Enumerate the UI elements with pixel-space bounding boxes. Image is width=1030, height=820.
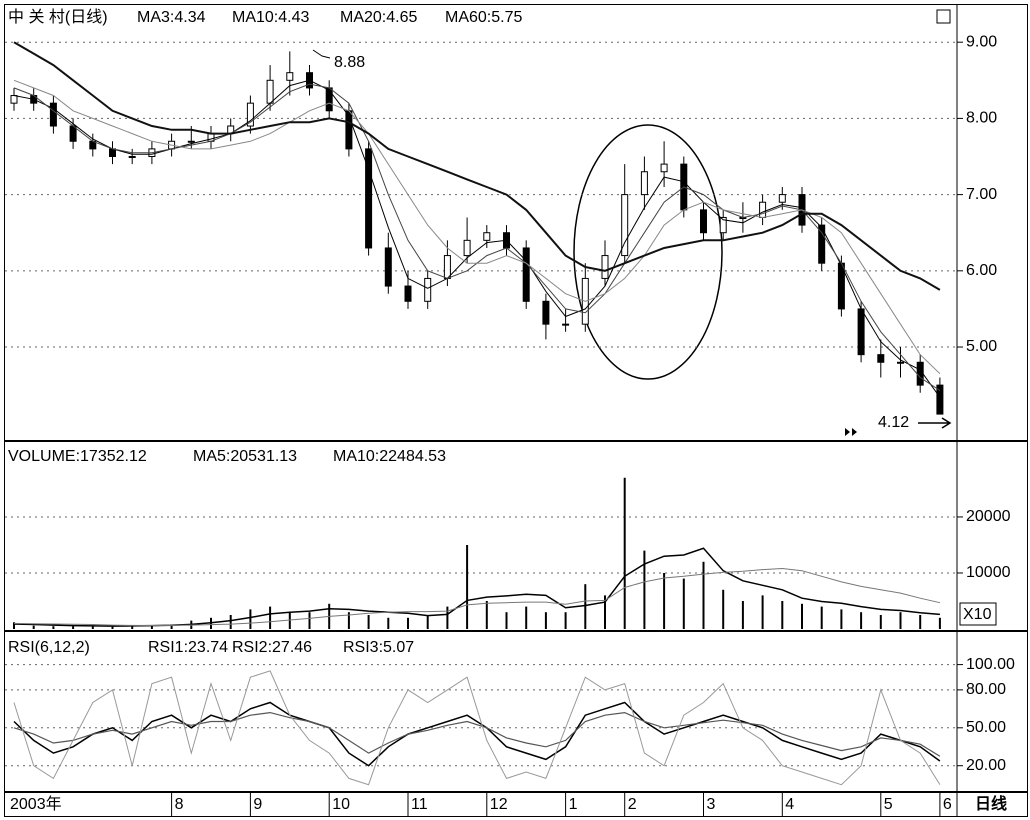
frame	[4, 4, 1028, 817]
candle-body	[69, 125, 77, 142]
last-label: 4.12	[878, 414, 909, 431]
legend-entry: MA10:22484.53	[333, 448, 446, 465]
candle-body	[384, 247, 392, 287]
panel-title: RSI(6,12,2)	[8, 639, 90, 656]
max-label: 8.88	[334, 54, 365, 71]
candle-body	[897, 361, 904, 364]
x-tick-label: 3	[707, 796, 716, 813]
candle-body	[463, 239, 471, 257]
candle-body	[818, 224, 826, 264]
y-tick-label: 100.00	[966, 656, 1015, 673]
candle-body	[660, 163, 668, 173]
legend-entry: MA10:4.43	[232, 9, 309, 26]
legend-entry: MA3:4.34	[137, 9, 206, 26]
candle-body	[325, 87, 333, 112]
legend-entry: RSI2:27.46	[232, 639, 312, 656]
candle-body	[404, 285, 412, 302]
legend-entry: RSI1:23.74	[148, 639, 228, 656]
candle-body	[857, 308, 865, 356]
legend-entry: MA20:4.65	[340, 9, 417, 26]
x-tick-label: 1	[569, 796, 578, 813]
candle-body	[187, 140, 195, 143]
x-tick-label: 11	[411, 796, 428, 813]
y-tick-label: 9.00	[966, 33, 997, 50]
candle-body	[128, 156, 136, 159]
legend-entry: MA60:5.75	[445, 9, 522, 26]
candle-body	[601, 255, 609, 279]
candle-body	[10, 95, 18, 104]
legend-entry: MA5:20531.13	[193, 448, 297, 465]
candle-body	[424, 277, 432, 302]
series-line	[13, 567, 941, 627]
candle-body	[286, 72, 294, 81]
candle-body	[109, 148, 116, 158]
candle-body	[562, 323, 570, 326]
series-line	[13, 701, 941, 767]
y-tick-label: 10000	[966, 564, 1011, 581]
y-tick-label: 8.00	[966, 110, 997, 127]
candle-body	[542, 300, 550, 325]
x-tick-label: 12	[490, 796, 508, 813]
series-line	[13, 79, 941, 375]
x-tick-label: 6	[943, 796, 952, 813]
panel-title: VOLUME:17352.12	[8, 448, 147, 465]
x-tick-label: 8	[175, 796, 184, 813]
x-tick-label: 4	[785, 796, 794, 813]
series-line	[13, 670, 941, 786]
candle-body	[443, 255, 451, 279]
x-tick-label: 2003年	[10, 795, 62, 813]
candle-body	[877, 354, 885, 363]
y-tick-label: 80.00	[966, 681, 1006, 698]
y-tick-label: 20.00	[966, 757, 1006, 774]
scroll-icon[interactable]	[845, 428, 857, 436]
series-line	[13, 41, 941, 291]
candle-body	[700, 209, 707, 234]
candle-body	[365, 148, 373, 249]
y-tick-label: 5.00	[966, 338, 997, 355]
candle-body	[719, 216, 727, 234]
candle-body	[49, 102, 57, 127]
max-pointer	[312, 49, 331, 59]
y-tick-label: 7.00	[966, 186, 997, 203]
unit-box	[959, 602, 997, 626]
period-label: 日线	[975, 794, 1007, 813]
highlight-ellipse	[573, 124, 723, 380]
panel-title: 中 关 村(日线)	[8, 8, 108, 26]
unit-label: X10	[963, 606, 992, 623]
x-tick-label: 10	[332, 796, 350, 813]
candle-body	[778, 194, 786, 203]
candle-body	[522, 247, 530, 302]
x-tick-label: 5	[884, 796, 893, 813]
candle-body	[640, 171, 648, 196]
last-arrow	[918, 417, 952, 429]
candle-body	[246, 102, 254, 127]
candle-body	[621, 194, 629, 257]
x-tick-label: 2	[628, 796, 637, 813]
candle-body	[916, 361, 924, 386]
y-tick-label: 6.00	[966, 262, 997, 279]
candle-body	[936, 384, 944, 415]
y-tick-label: 20000	[966, 508, 1011, 525]
candle-body	[759, 201, 767, 218]
window-icon[interactable]	[936, 9, 951, 24]
x-tick-label: 9	[253, 796, 262, 813]
legend-entry: RSI3:5.07	[343, 639, 414, 656]
series-line	[13, 711, 941, 757]
candle-body	[483, 232, 491, 241]
candle-body	[266, 79, 274, 104]
y-tick-label: 50.00	[966, 719, 1006, 736]
